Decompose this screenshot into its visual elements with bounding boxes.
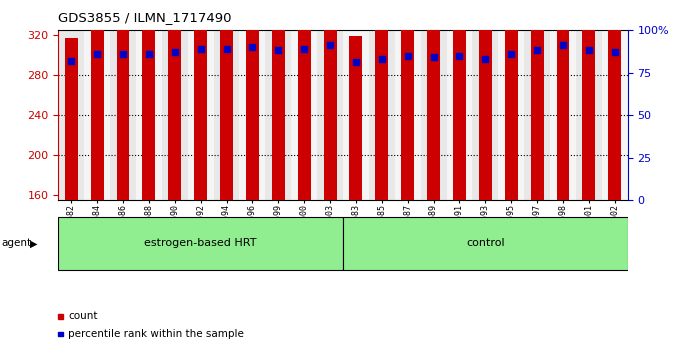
Bar [220,0,233,200]
Bar [421,30,447,200]
Bar [168,4,181,200]
Bar [324,0,337,200]
Bar [239,30,265,200]
Bar [298,0,311,200]
Bar [556,0,569,200]
Bar [447,30,473,200]
Bar [550,30,576,200]
Bar [524,30,550,200]
Bar [498,30,524,200]
Bar [602,30,628,200]
Bar [194,0,207,200]
Bar [473,30,498,200]
Bar [58,30,84,200]
Bar [272,0,285,200]
Bar [317,30,343,200]
Bar [143,0,155,200]
Bar [453,3,466,200]
FancyBboxPatch shape [58,217,343,270]
Bar [188,30,213,200]
Bar [608,0,622,200]
Bar [401,0,414,200]
Bar [246,0,259,200]
Bar [375,14,388,200]
Bar [91,7,104,200]
Text: estrogen-based HRT: estrogen-based HRT [145,238,257,249]
Text: control: control [466,238,505,249]
Text: agent: agent [1,238,32,249]
Bar [292,30,317,200]
Bar [213,30,239,200]
FancyBboxPatch shape [343,217,628,270]
Bar [576,30,602,200]
Bar [349,36,362,200]
Bar [64,38,78,200]
Text: ▶: ▶ [29,238,37,249]
Text: count: count [68,312,97,321]
Bar [117,0,130,200]
Bar [479,5,492,200]
Bar [110,30,136,200]
Bar [162,30,188,200]
Bar [505,0,518,200]
Text: GDS3855 / ILMN_1717490: GDS3855 / ILMN_1717490 [58,11,232,24]
Bar [531,0,543,200]
Bar [136,30,162,200]
Bar [427,15,440,200]
Bar [394,30,421,200]
Bar [369,30,394,200]
Bar [582,0,595,200]
Bar [343,30,369,200]
Text: percentile rank within the sample: percentile rank within the sample [68,329,244,339]
Bar [84,30,110,200]
Bar [265,30,292,200]
